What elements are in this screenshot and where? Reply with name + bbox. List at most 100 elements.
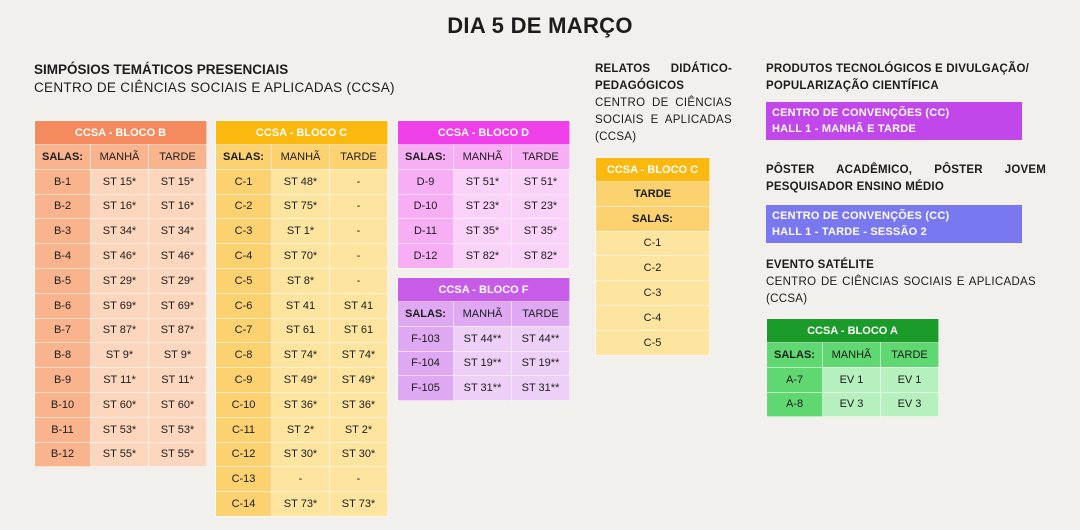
room-cell: C-14 — [215, 491, 272, 517]
table-row: D-12 ST 82* ST 82* — [397, 243, 571, 269]
room-cell: C-1 — [215, 168, 272, 195]
manha-cell: ST 36* — [271, 391, 330, 418]
simposios-heading: SIMPÓSIOS TEMÁTICOS PRESENCIAIS — [34, 62, 289, 77]
tarde-cell: ST 49* — [328, 367, 389, 393]
tarde-cell: ST 46* — [147, 243, 208, 269]
table-row: C-9 ST 49* ST 49* — [215, 367, 389, 393]
table-row: B-11 ST 53* ST 53* — [34, 416, 208, 443]
tarde-cell: EV 3 — [879, 391, 940, 418]
manha-cell: ST 51* — [453, 168, 512, 195]
table-row: C-8 ST 74* ST 74* — [215, 342, 389, 369]
room-cell: B-1 — [34, 168, 91, 195]
table-row: C-3 ST 1* - — [215, 218, 389, 245]
room-cell: C-4 — [595, 304, 710, 331]
tarde-cell: ST 31** — [511, 375, 570, 402]
relatos-heading-line1: RELATOS DIDÁTICO- — [595, 63, 732, 75]
manha-cell: ST 16* — [90, 193, 149, 220]
tarde-cell: ST 82* — [510, 243, 571, 269]
tarde-cell: ST 29* — [147, 267, 208, 294]
manha-cell: ST 48* — [271, 168, 330, 195]
manha-header: MANHÃ — [822, 342, 881, 368]
table-row: C-6 ST 41 ST 41 — [215, 292, 389, 319]
manha-cell: ST 31** — [453, 375, 512, 402]
tarde-cell: ST 51* — [510, 168, 571, 195]
room-cell: F-103 — [397, 325, 454, 352]
table-row: C-4 — [595, 304, 710, 331]
room-cell: C-2 — [595, 255, 710, 282]
relatos-subheading: CENTRO DE CIÊNCIAS SOCIAIS E APLICADAS (… — [595, 97, 732, 143]
tarde-header: TARDE — [879, 342, 940, 368]
simposios-section-header: SIMPÓSIOS TEMÁTICOS PRESENCIAIS CENTRO D… — [34, 61, 395, 97]
relatos-heading-line2: PEDAGÓGICOS — [595, 80, 685, 92]
produtos-heading: PRODUTOS TECNOLÓGICOS E DIVULGAÇÃO/ POPU… — [766, 63, 1029, 92]
room-cell: C-4 — [215, 243, 272, 269]
poster-badge-line2: HALL 1 - TARDE - SESSÃO 2 — [772, 226, 927, 238]
room-cell: B-3 — [34, 218, 91, 245]
table-row: B-9 ST 11* ST 11* — [34, 367, 208, 393]
tarde-cell: ST 16* — [147, 193, 208, 220]
table-row: C-10 ST 36* ST 36* — [215, 391, 389, 418]
relatos-section-header: RELATOS DIDÁTICO- PEDAGÓGICOS CENTRO DE … — [595, 61, 732, 146]
tarde-cell: ST 73* — [328, 491, 389, 517]
salas-header: SALAS: — [215, 144, 272, 170]
manha-cell: ST 61 — [271, 317, 330, 344]
table-row: C-3 — [595, 280, 710, 306]
tarde-cell: ST 44** — [511, 325, 570, 352]
table-row: C-7 ST 61 ST 61 — [215, 317, 389, 344]
manha-cell: ST 23* — [453, 193, 512, 220]
manha-cell: EV 3 — [822, 391, 881, 418]
manha-cell: ST 11* — [90, 367, 149, 393]
tarde-cell: - — [328, 267, 389, 294]
manha-cell: ST 2* — [271, 416, 330, 443]
bloco-f-table: CCSA - BLOCO F SALAS: MANHÃ TARDE F-103 S… — [397, 277, 570, 402]
table-row: B-5 ST 29* ST 29* — [34, 267, 208, 294]
room-cell: B-6 — [34, 292, 91, 319]
room-cell: C-5 — [595, 329, 710, 356]
bloco-a-title: CCSA - BLOCO A — [765, 318, 940, 343]
table-row: D-10 ST 23* ST 23* — [397, 193, 571, 220]
evento-heading: EVENTO SATÉLITE — [766, 259, 875, 271]
room-cell: C-7 — [215, 317, 272, 344]
room-cell: A-7 — [766, 366, 823, 393]
tarde-cell: ST 69* — [147, 292, 208, 319]
manha-cell: ST 46* — [90, 243, 149, 269]
tarde-cell: ST 55* — [147, 441, 208, 468]
tarde-cell: ST 9* — [147, 342, 208, 369]
relatos-bloco-c-table: CCSA - BLOCO C TARDE SALAS: C-1 C-2 C-3 C-4… — [595, 157, 710, 356]
manha-cell: ST 82* — [453, 243, 512, 269]
table-row: B-10 ST 60* ST 60* — [34, 391, 208, 418]
manha-cell: ST 87* — [90, 317, 149, 344]
bloco-d-table: CCSA - BLOCO D SALAS: MANHÃ TARDE D-9 ST … — [396, 120, 571, 269]
room-cell: B-11 — [34, 416, 91, 443]
room-cell: C-1 — [595, 230, 710, 257]
room-cell: C-5 — [215, 267, 272, 294]
manha-cell: ST 34* — [90, 218, 149, 245]
table-row: C-4 ST 70* - — [215, 243, 389, 269]
table-row: C-13- - — [215, 466, 389, 493]
manha-cell: ST 69* — [90, 292, 149, 319]
produtos-location-badge: CENTRO DE CONVENÇÕES (CC) HALL 1 - MANHÃ… — [766, 102, 1022, 140]
tarde-cell: ST 60* — [147, 391, 208, 418]
room-cell: C-3 — [595, 280, 710, 306]
tarde-cell: ST 30* — [328, 441, 389, 468]
bloco-c-title: CCSA - BLOCO C — [214, 120, 389, 145]
room-cell: B-10 — [34, 391, 91, 418]
manha-cell: EV 1 — [822, 366, 881, 393]
room-cell: D-9 — [397, 168, 454, 195]
room-cell: D-11 — [397, 218, 454, 245]
manha-cell: ST 29* — [90, 267, 149, 294]
room-cell: C-8 — [215, 342, 272, 369]
manha-cell: ST 73* — [271, 491, 330, 517]
tarde-cell: - — [328, 168, 389, 195]
salas-header: SALAS: — [34, 144, 91, 170]
manha-header: MANHÃ — [90, 144, 149, 170]
manha-header: MANHÃ — [453, 301, 512, 327]
produtos-badge-line1: CENTRO DE CONVENÇÕES (CC) — [772, 107, 950, 119]
bloco-f-title: CCSA - BLOCO F — [397, 277, 570, 302]
tarde-cell: ST 34* — [147, 218, 208, 245]
tarde-cell: ST 11* — [147, 367, 208, 393]
manha-cell: ST 55* — [90, 441, 149, 468]
room-cell: C-11 — [215, 416, 272, 443]
tarde-cell: ST 74* — [328, 342, 389, 369]
poster-location-badge: CENTRO DE CONVENÇÕES (CC) HALL 1 - TARDE… — [766, 205, 1022, 243]
